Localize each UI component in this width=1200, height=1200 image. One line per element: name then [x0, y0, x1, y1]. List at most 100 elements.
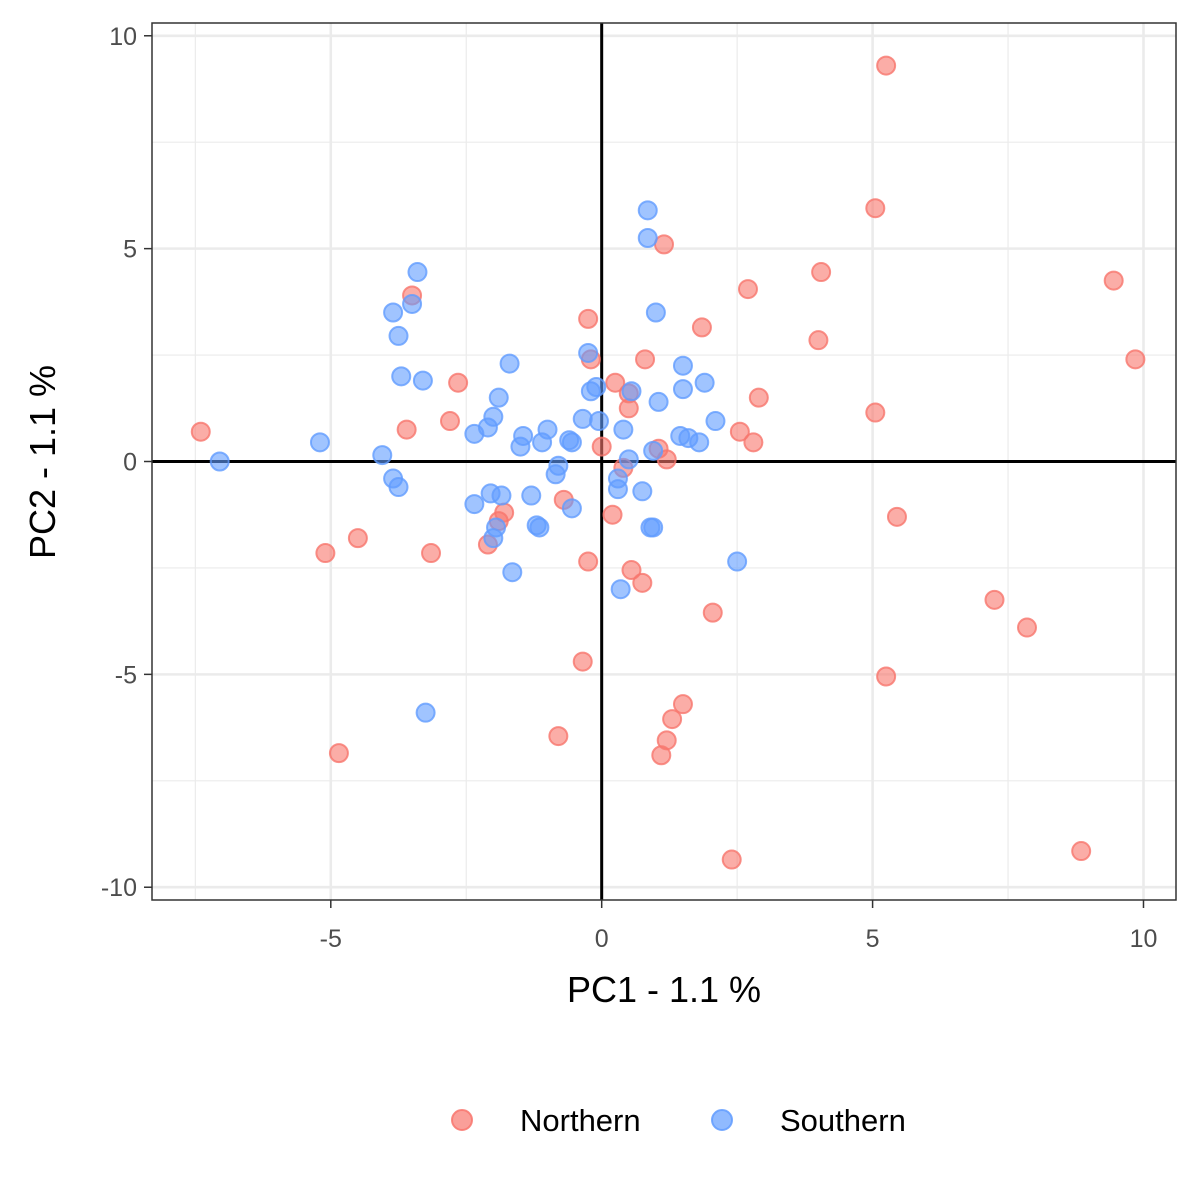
point-northern	[621, 560, 642, 581]
legend-label-northern: Northern	[520, 1103, 641, 1138]
point-southern	[578, 342, 599, 363]
point-northern	[190, 421, 211, 442]
data-points	[190, 55, 1146, 870]
point-northern	[328, 743, 349, 764]
x-axis-title: PC1 - 1.1 %	[567, 969, 761, 1010]
point-southern	[532, 432, 553, 453]
point-northern	[737, 279, 758, 300]
legend: Northern Southern	[451, 1103, 906, 1138]
point-southern	[643, 440, 664, 461]
point-northern	[811, 262, 832, 283]
point-southern	[643, 517, 664, 538]
point-southern	[491, 485, 512, 506]
point-southern	[372, 445, 393, 466]
point-northern	[886, 506, 907, 527]
point-southern	[580, 381, 601, 402]
point-southern	[618, 449, 639, 470]
point-southern	[402, 293, 423, 314]
point-northern	[448, 372, 469, 393]
point-northern	[315, 543, 336, 564]
point-northern	[572, 651, 593, 672]
point-northern	[605, 372, 626, 393]
point-northern	[748, 387, 769, 408]
point-southern	[561, 498, 582, 519]
point-northern	[672, 694, 693, 715]
legend-key-southern	[711, 1109, 733, 1131]
y-axis: -10 -5 0 5 10	[101, 23, 152, 902]
point-southern	[464, 423, 485, 444]
x-axis: -5 0 5 10	[320, 900, 1158, 953]
y-axis-title: PC2 - 1.1 %	[22, 365, 63, 559]
x-tick-label: -5	[320, 925, 342, 953]
point-southern	[632, 481, 653, 502]
point-northern	[876, 55, 897, 76]
point-northern	[721, 849, 742, 870]
point-southern	[209, 451, 230, 472]
point-southern	[610, 579, 631, 600]
point-northern	[396, 419, 417, 440]
point-northern	[865, 198, 886, 219]
point-northern	[618, 398, 639, 419]
point-southern	[309, 432, 330, 453]
point-northern	[548, 726, 569, 747]
point-southern	[407, 262, 428, 283]
point-northern	[421, 543, 442, 564]
point-northern	[1125, 349, 1146, 370]
point-southern	[521, 485, 542, 506]
point-northern	[635, 349, 656, 370]
y-tick-label: -10	[101, 874, 137, 902]
point-northern	[651, 745, 672, 766]
point-southern	[672, 379, 693, 400]
y-tick-label: 0	[123, 449, 137, 477]
point-southern	[499, 353, 520, 374]
point-southern	[412, 370, 433, 391]
point-southern	[559, 430, 580, 451]
point-southern	[545, 464, 566, 485]
point-northern	[1017, 617, 1038, 638]
point-southern	[637, 227, 658, 248]
x-tick-label: 5	[866, 925, 880, 953]
point-southern	[529, 517, 550, 538]
point-southern	[488, 387, 509, 408]
point-northern	[876, 666, 897, 687]
point-southern	[464, 494, 485, 515]
point-northern	[347, 528, 368, 549]
point-southern	[689, 432, 710, 453]
point-northern	[702, 602, 723, 623]
point-southern	[391, 366, 412, 387]
point-southern	[510, 436, 531, 457]
point-southern	[645, 302, 666, 323]
point-northern	[808, 330, 829, 351]
point-southern	[637, 200, 658, 221]
point-northern	[602, 504, 623, 525]
x-tick-label: 10	[1130, 925, 1158, 953]
point-southern	[388, 325, 409, 346]
x-tick-label: 0	[595, 925, 609, 953]
point-northern	[591, 436, 612, 457]
point-northern	[662, 709, 683, 730]
point-northern	[439, 411, 460, 432]
point-southern	[613, 419, 634, 440]
point-southern	[621, 381, 642, 402]
y-tick-label: 5	[123, 236, 137, 264]
point-southern	[672, 355, 693, 376]
point-northern	[729, 421, 750, 442]
point-northern	[578, 551, 599, 572]
point-southern	[588, 411, 609, 432]
legend-label-southern: Southern	[780, 1103, 906, 1138]
point-southern	[727, 551, 748, 572]
point-northern	[1071, 841, 1092, 862]
point-southern	[572, 408, 593, 429]
point-southern	[607, 479, 628, 500]
point-southern	[415, 702, 436, 723]
point-northern	[1103, 270, 1124, 291]
point-southern	[502, 562, 523, 583]
point-southern	[383, 302, 404, 323]
point-northern	[578, 308, 599, 329]
y-tick-label: -5	[115, 661, 137, 689]
legend-key-northern	[451, 1109, 473, 1131]
point-northern	[743, 432, 764, 453]
point-northern	[691, 317, 712, 338]
plot-panel	[151, 22, 1177, 901]
